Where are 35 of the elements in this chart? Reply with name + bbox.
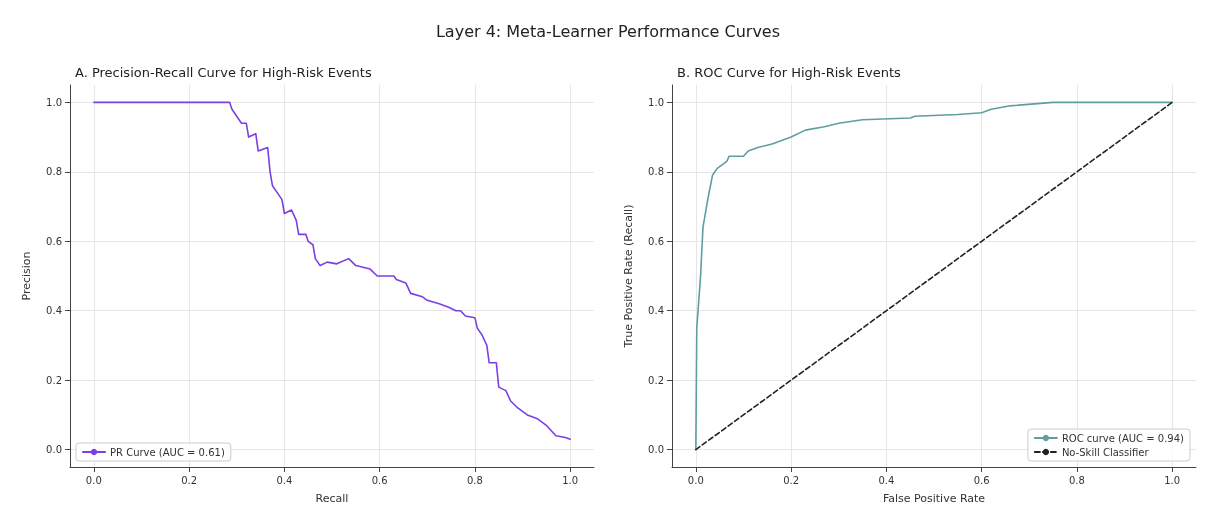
chart-title: A. Precision-Recall Curve for High-Risk Events bbox=[75, 65, 372, 80]
y-tick-label: 0.2 bbox=[46, 374, 62, 386]
legend-label: PR Curve (AUC = 0.61) bbox=[110, 446, 225, 458]
y-tick-label: 1.0 bbox=[46, 96, 62, 108]
y-tick-label: 0.8 bbox=[648, 166, 664, 178]
x-tick-label: 0.8 bbox=[1068, 474, 1085, 486]
x-tick-label: 0.4 bbox=[878, 474, 895, 486]
y-tick-label: 0.0 bbox=[648, 444, 664, 456]
x-tick-label: 0.0 bbox=[85, 474, 102, 486]
y-axis-title: True Positive Rate (Recall) bbox=[622, 204, 635, 349]
y-tick-label: 0.0 bbox=[46, 444, 62, 456]
x-tick-label: 0.8 bbox=[466, 474, 483, 486]
y-tick-label: 0.6 bbox=[648, 235, 664, 247]
legend-label: ROC curve (AUC = 0.94) bbox=[1061, 432, 1185, 444]
text: Layer 4: Meta-Learner Performance Curves bbox=[434, 21, 782, 43]
x-tick-label: 0.2 bbox=[783, 474, 800, 486]
x-axis-title: Recall bbox=[315, 492, 349, 505]
chart-title: B. ROC Curve for High-Risk Events bbox=[677, 65, 902, 80]
x-tick-label: 0.2 bbox=[181, 474, 198, 486]
y-tick-label: 1.0 bbox=[648, 96, 664, 108]
x-tick-label: 1.0 bbox=[562, 474, 579, 486]
line-series bbox=[93, 101, 571, 441]
x-tick-label: 0.6 bbox=[371, 474, 388, 486]
y-tick-label: 0.4 bbox=[648, 305, 664, 317]
y-tick-label: 0.6 bbox=[46, 235, 62, 247]
y-tick-label: 0.4 bbox=[46, 305, 62, 317]
x-axis-title: False Positive Rate bbox=[882, 492, 986, 505]
legend-label: No-Skill Classifier bbox=[1061, 446, 1150, 458]
y-axis-title: Precision bbox=[20, 251, 33, 301]
x-tick-label: 0.0 bbox=[687, 474, 704, 486]
x-tick-label: 1.0 bbox=[1164, 474, 1181, 486]
x-tick-label: 0.4 bbox=[276, 474, 293, 486]
y-tick-label: 0.8 bbox=[46, 166, 62, 178]
y-tick-label: 0.2 bbox=[648, 374, 664, 386]
x-tick-label: 0.6 bbox=[973, 474, 990, 486]
